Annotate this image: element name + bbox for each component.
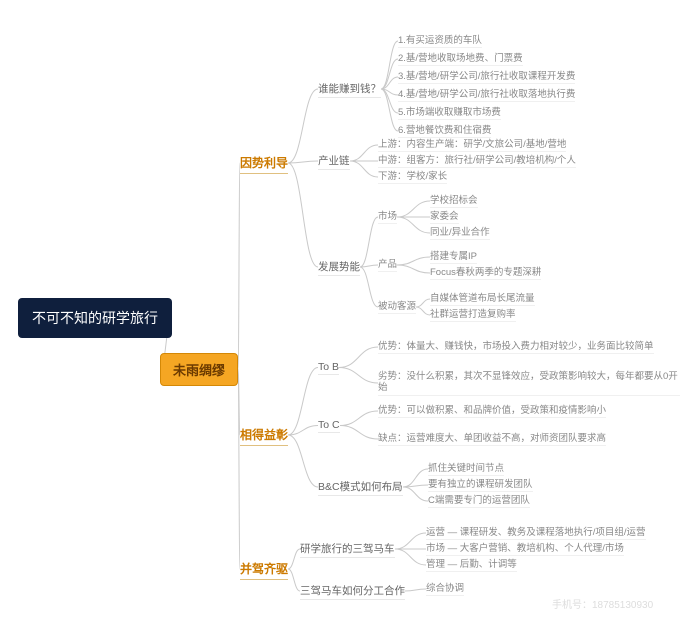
node-b1: 因势利导 — [240, 152, 288, 174]
node-b1s3a: 市场 — [378, 210, 397, 224]
node-b3s1: 研学旅行的三驾马车 — [300, 540, 395, 558]
edge-b2s3-b2s3l3 — [403, 487, 428, 501]
node-b2s1l2: 劣势：没什么积累，其次不显锋效应，受政策影响较大，每年都要从0开始 — [378, 370, 680, 396]
edge-b2-b2s1 — [288, 368, 318, 436]
node-b1s2l3: 下游：学校/家长 — [378, 170, 447, 184]
node-b1s1l3: 3.基/营地/研学公司/旅行社收取课程开发费 — [398, 70, 575, 84]
node-b1s1l1: 1.有买运资质的车队 — [398, 34, 482, 48]
edge-b1-b1s2 — [288, 161, 318, 163]
node-b2s2l2: 缺点：运营难度大、单团收益不高，对师资团队要求高 — [378, 432, 606, 446]
node-b3: 并驾齐驱 — [240, 558, 288, 580]
node-b3s2l1: 综合协调 — [426, 582, 464, 596]
edge-b3s1-b3s1l3 — [395, 549, 426, 565]
node-b1s3a3: 同业/异业合作 — [430, 226, 490, 240]
node-b2s2: To C — [318, 418, 340, 433]
node-b1s1l5: 5.市场端收取赚取市场费 — [398, 106, 501, 120]
node-b1s1l6: 6.营地餐饮费和住宿费 — [398, 124, 491, 138]
node-hub: 未雨绸缪 — [160, 353, 238, 386]
node-b1s1l4: 4.基/营地/研学公司/旅行社收取落地执行费 — [398, 88, 575, 102]
edge-b1s3b-b1s3b2 — [397, 265, 430, 273]
edge-b1s1-b1s1l1 — [381, 41, 398, 89]
edge-b2s1-b2s1l2 — [339, 368, 378, 384]
edge-b1s2-b1s2l1 — [350, 145, 378, 161]
node-b1s3b1: 搭建专属IP — [430, 250, 477, 264]
edge-b2s1-b2s1l1 — [339, 347, 378, 368]
edge-b1s1-b1s1l5 — [381, 89, 398, 113]
edge-b3-b3s2 — [288, 569, 300, 591]
edge-b1s1-b1s1l6 — [381, 89, 398, 131]
edge-b3s1-b3s1l1 — [395, 533, 426, 549]
node-b1s3a2: 家委会 — [430, 210, 459, 224]
node-b2s3: B&C模式如何布局 — [318, 478, 403, 496]
edge-b1s3-b1s3c — [360, 267, 378, 307]
node-b1s2l1: 上游：内容生产端：研学/文旅公司/基地/营地 — [378, 138, 566, 152]
node-b2s3l2: 要有独立的课程研发团队 — [428, 478, 533, 492]
node-b1s3b2: Focus春秋两季的专题深耕 — [430, 266, 541, 280]
edge-b1s3c-b1s3c2 — [416, 307, 430, 315]
edge-b1s3-b1s3a — [360, 217, 378, 267]
mindmap-canvas: 不可不知的研学旅行未雨绸缪 因势利导相得益彰并驾齐驱 谁能赚到钱？ 产业链发展势能 1.… — [0, 0, 700, 628]
edge-b2-b2s3 — [288, 435, 318, 487]
edge-hub-b3 — [238, 370, 240, 570]
edge-b2-b2s2 — [288, 426, 318, 436]
edge-b1s3b-b1s3b1 — [397, 257, 430, 265]
node-b2s1: To B — [318, 360, 339, 375]
node-b2: 相得益彰 — [240, 424, 288, 446]
edge-b3-b3s1 — [288, 549, 300, 569]
node-b1s3c: 被动客源 — [378, 300, 416, 314]
edge-b2s2-b2s2l1 — [340, 411, 378, 426]
edge-b1-b1s1 — [288, 89, 318, 163]
node-b1s2: 产业链 — [318, 152, 350, 170]
edge-b1-b1s3 — [288, 163, 318, 267]
node-b2s2l1: 优势：可以做积累、和品牌价值，受政策和疫情影响小 — [378, 404, 606, 418]
node-b2s3l3: C端需要专门的运营团队 — [428, 494, 530, 508]
edge-b2s3-b2s3l2 — [403, 485, 428, 487]
node-b2s1l1: 优势：体量大、赚钱快，市场投入费力相对较少，业务面比较简单 — [378, 340, 654, 354]
node-b3s2: 三驾马车如何分工合作 — [300, 582, 405, 600]
edge-b1s3c-b1s3c1 — [416, 299, 430, 307]
node-b2s3l1: 抓住关键时间节点 — [428, 462, 504, 476]
node-root: 不可不知的研学旅行 — [18, 298, 172, 338]
node-b3s1l1: 运营 — 课程研发、教务及课程落地执行/项目组/运营 — [426, 526, 646, 540]
node-b1s3a1: 学校招标会 — [430, 194, 478, 208]
node-b1s3b: 产品 — [378, 258, 397, 272]
node-b1s3: 发展势能 — [318, 258, 360, 276]
edge-b1s1-b1s1l4 — [381, 89, 398, 95]
node-b1s2l2: 中游：组客方：旅行社/研学公司/教培机构/个人 — [378, 154, 576, 168]
watermark: 手机号：18785130930 — [552, 596, 653, 611]
edge-b1s3-b1s3b — [360, 265, 378, 267]
node-b1s1: 谁能赚到钱？ — [318, 80, 381, 98]
edge-b1s1-b1s1l2 — [381, 59, 398, 89]
edge-b3s2-b3s2l1 — [405, 589, 426, 591]
node-b1s1l2: 2.基/营地收取场地费、门票费 — [398, 52, 523, 66]
edge-b2s3-b2s3l1 — [403, 469, 428, 487]
edge-b1s2-b1s2l3 — [350, 161, 378, 177]
edge-b2s2-b2s2l2 — [340, 426, 378, 440]
node-b1s3c1: 自媒体管道布局长尾流量 — [430, 292, 535, 306]
edge-b1s3a-b1s3a3 — [397, 217, 430, 233]
node-b1s3c2: 社群运营打造复购率 — [430, 308, 516, 322]
edge-b1s3a-b1s3a1 — [397, 201, 430, 217]
edge-b1s1-b1s1l3 — [381, 77, 398, 89]
node-b3s1l2: 市场 — 大客户营销、教培机构、个人代理/市场 — [426, 542, 624, 556]
node-b3s1l3: 管理 — 后勤、计调等 — [426, 558, 517, 572]
edge-hub-b1 — [238, 163, 240, 370]
